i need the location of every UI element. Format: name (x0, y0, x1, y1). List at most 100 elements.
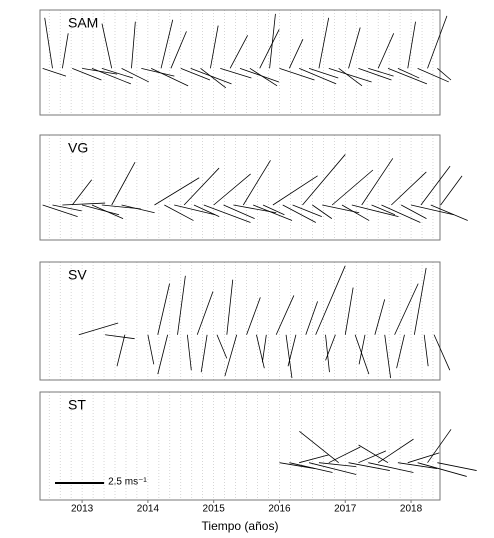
stick (91, 204, 124, 219)
stick (433, 334, 451, 371)
stick (338, 68, 363, 87)
stick (417, 67, 449, 83)
stick (200, 68, 227, 89)
stick (384, 334, 392, 379)
stick (223, 204, 255, 219)
panel-title: SAM (68, 15, 98, 31)
stick (361, 158, 394, 206)
stick (348, 462, 390, 471)
stick (78, 322, 119, 336)
stick (183, 167, 220, 206)
stick (397, 462, 438, 469)
x-tick-label: 2017 (334, 504, 357, 515)
panel-title: SV (68, 267, 87, 283)
stick (121, 204, 155, 214)
stick (210, 25, 219, 69)
x-tick-label: 2018 (400, 504, 423, 515)
stick (105, 334, 135, 340)
stick (174, 204, 216, 216)
stick (420, 165, 451, 206)
stick (318, 17, 330, 69)
stick (196, 291, 214, 335)
stick (256, 334, 265, 369)
stick (351, 204, 399, 218)
x-tick-label: 2013 (71, 504, 94, 515)
stick (177, 275, 186, 335)
stick (246, 297, 261, 335)
stick (315, 265, 346, 335)
stick (275, 295, 295, 335)
stick (410, 204, 454, 216)
stick (417, 462, 467, 477)
stick (249, 67, 278, 87)
stick (269, 13, 276, 69)
stick (377, 438, 414, 464)
stick (299, 67, 337, 85)
x-tick-label: 2015 (203, 504, 226, 515)
stick (272, 175, 318, 206)
stick (328, 446, 361, 464)
panel-frame (39, 261, 441, 381)
stick (371, 204, 396, 216)
stick (72, 67, 102, 81)
stick (287, 334, 297, 367)
stick (358, 334, 366, 365)
stick (437, 68, 452, 81)
stick (396, 334, 405, 369)
stick (368, 67, 394, 77)
panel-frame (39, 391, 441, 501)
stick (71, 179, 92, 206)
x-axis-label: Tiempo (años) (202, 519, 279, 533)
stick (203, 204, 251, 223)
stick (282, 204, 317, 223)
stick (423, 334, 429, 367)
stick (242, 160, 271, 206)
stick (42, 67, 67, 77)
stick (358, 450, 387, 464)
stick (131, 21, 136, 69)
stick (305, 301, 318, 335)
stick (285, 334, 293, 379)
scale-label: 2.5 ms⁻¹ (108, 477, 147, 488)
stick (354, 334, 370, 375)
stick (302, 154, 346, 206)
stick (387, 67, 428, 85)
stick (299, 454, 329, 464)
stick (440, 175, 463, 206)
stick (394, 283, 419, 335)
stick (328, 67, 372, 83)
stick (289, 462, 333, 473)
stick (186, 334, 192, 371)
stick (180, 67, 211, 81)
stick (154, 177, 200, 206)
stick (397, 67, 420, 79)
stick (229, 35, 248, 69)
stick (239, 67, 280, 83)
panel-frame (39, 9, 441, 116)
stick (193, 204, 220, 218)
stick (91, 67, 132, 85)
panel-frame (39, 134, 441, 241)
stick (400, 204, 427, 219)
stick (312, 204, 333, 219)
stick (407, 452, 440, 464)
stick (427, 15, 448, 69)
stick (437, 462, 477, 471)
stick (61, 33, 69, 69)
stick (331, 169, 374, 206)
stick (151, 67, 189, 87)
stick (111, 162, 136, 206)
stick (381, 204, 421, 223)
stick (121, 67, 149, 83)
stick (348, 27, 361, 69)
stick (224, 334, 238, 377)
stick (318, 462, 357, 468)
stick (299, 430, 339, 464)
stick (262, 204, 285, 216)
stick (44, 17, 53, 69)
stick (368, 462, 414, 473)
stick (377, 33, 395, 69)
stick (101, 67, 134, 79)
